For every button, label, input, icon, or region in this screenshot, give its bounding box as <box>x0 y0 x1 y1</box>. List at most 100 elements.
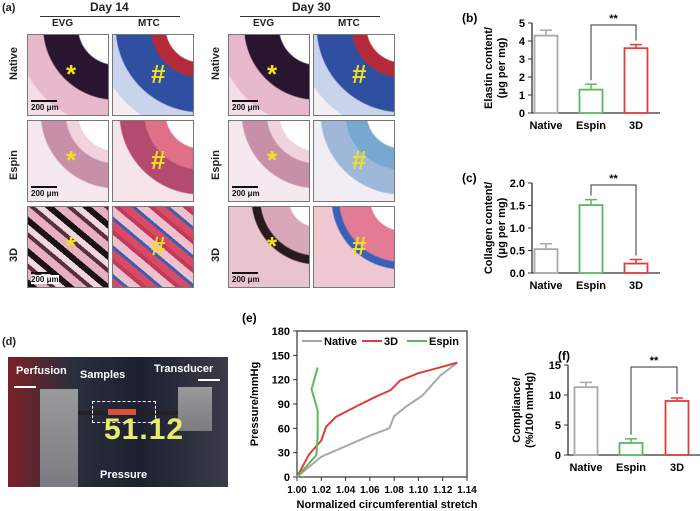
bar-native <box>533 34 559 114</box>
scale-bar: 200 μm <box>31 272 59 284</box>
significance-label: ** <box>609 173 618 185</box>
x-tick-label: Native <box>529 280 562 292</box>
marker: # <box>151 145 166 175</box>
y-tick-label: 5 <box>555 420 561 432</box>
y-tick-label: 1 <box>519 90 525 102</box>
x-tick-label: 3D <box>629 280 643 292</box>
y-tick-label: 0 <box>555 450 561 462</box>
stain-mtc-d14: MTC <box>138 18 160 29</box>
x-tick-label: 3D <box>670 462 684 474</box>
y-axis-label: Pressure/mmHg <box>249 362 261 446</box>
x-tick-label: 3D <box>629 120 643 132</box>
y-tick-label: 3 <box>519 54 525 66</box>
panel-d-label: (d) <box>2 336 17 348</box>
perfusion-label: Perfusion <box>16 365 67 377</box>
significance-bracket <box>590 184 637 256</box>
bar-3d <box>623 47 649 114</box>
y-axis-label: Compliance/ <box>511 377 523 442</box>
y-axis-label: Elastin content/ <box>483 27 495 109</box>
bar-native <box>573 386 599 456</box>
x-tick-label: Espin <box>576 120 606 132</box>
stain-evg-d30: EVG <box>253 18 275 29</box>
y-tick-label: 5 <box>519 18 525 30</box>
micrograph-native-mtc-d14: # <box>112 34 194 116</box>
bar-espin <box>618 442 644 456</box>
marker: # <box>352 231 367 261</box>
bar-espin <box>578 204 604 274</box>
x-tick-label: 1.08 <box>384 485 404 496</box>
marker: # <box>151 231 166 261</box>
y-tick-label: 60 <box>278 423 290 435</box>
stain-evg-d14: EVG <box>52 18 74 29</box>
y-tick-label: 15 <box>549 360 561 372</box>
marker: * <box>66 59 77 89</box>
perfusion-block <box>40 389 78 487</box>
y-tick-label: 2.0 <box>510 178 525 190</box>
perfusion-setup-photo: 51.12 Perfusion Samples Transducer Press… <box>8 357 228 487</box>
x-tick-label: 1.14 <box>457 485 477 496</box>
significance-bracket <box>590 24 637 81</box>
significance-label: ** <box>650 355 659 367</box>
y-tick-label: 1.5 <box>510 201 525 213</box>
panel-f-label: (f) <box>558 349 570 363</box>
y-tick-label: 90 <box>278 399 290 411</box>
y-axis-label: Collagen content/ <box>483 182 495 274</box>
micrograph-native-mtc-d30: # <box>313 34 395 116</box>
series-line-espin <box>296 367 319 478</box>
scale-bar: 200 μm <box>31 100 59 112</box>
marker: * <box>267 59 278 89</box>
significance-bracket <box>630 366 678 435</box>
scale-bar: 200 μm <box>232 272 260 284</box>
marker: * <box>267 231 278 261</box>
samples-label: Samples <box>80 369 126 381</box>
y-tick-label: 0 <box>519 108 525 120</box>
bar-native <box>533 248 559 274</box>
y-tick-label: 180 <box>272 326 290 338</box>
x-tick-label: 1.10 <box>409 485 429 496</box>
transducer-block <box>178 387 212 431</box>
stain-mtc-d30: MTC <box>338 18 360 29</box>
scale-bar: 200 μm <box>232 186 260 198</box>
micrograph-espin-evg-d30: * 200 μm <box>228 120 310 202</box>
micrograph-3d-mtc-d14: # <box>112 206 194 288</box>
panel-c-label: (c) <box>462 171 477 185</box>
x-tick-label: 1.12 <box>433 485 453 496</box>
transducer-label: Transducer <box>154 363 214 375</box>
day14-label: Day 14 <box>90 0 129 14</box>
bar-espin <box>578 88 604 114</box>
scale-bar: 200 μm <box>31 186 59 198</box>
x-tick-label: Native <box>569 462 602 474</box>
panel-b-label: (b) <box>462 11 477 25</box>
legend-label-native: Native <box>324 336 357 348</box>
x-tick-label: 1.02 <box>312 485 332 496</box>
x-tick-label: 1.06 <box>360 485 380 496</box>
micrograph-espin-evg-d14: * 200 μm <box>27 120 109 202</box>
micrograph-espin-mtc-d30: # <box>313 120 395 202</box>
y-tick-label: 150 <box>272 350 290 362</box>
day30-label: Day 30 <box>292 0 331 14</box>
micrograph-espin-mtc-d14: # <box>112 120 194 202</box>
pressure-readout: 51.12 <box>104 413 185 446</box>
y-axis-label: (%/100 mmHg) <box>524 372 536 448</box>
y-tick-label: 120 <box>272 375 290 387</box>
micrograph-3d-evg-d30: * 200 μm <box>228 206 310 288</box>
pressure-label: Pressure <box>100 469 148 481</box>
x-tick-label: 1.00 <box>287 485 307 496</box>
y-tick-label: 10 <box>549 390 561 402</box>
marker: # <box>352 145 367 175</box>
y-tick-label: 0 <box>284 472 290 484</box>
marker: # <box>151 59 166 89</box>
x-tick-label: 1.04 <box>336 485 356 496</box>
legend-label-espin: Espin <box>429 336 459 348</box>
y-tick-label: 4 <box>519 36 526 48</box>
series-line-native <box>296 361 458 478</box>
marker: * <box>267 145 278 175</box>
bar-3d <box>664 400 690 456</box>
marker: * <box>66 231 77 261</box>
panel-e-label: (e) <box>242 311 257 325</box>
x-tick-label: Espin <box>576 280 606 292</box>
y-axis-label: (μg per mg) <box>496 37 508 98</box>
legend-label-3d: 3D <box>384 336 398 348</box>
scale-bar: 200 μm <box>232 100 260 112</box>
